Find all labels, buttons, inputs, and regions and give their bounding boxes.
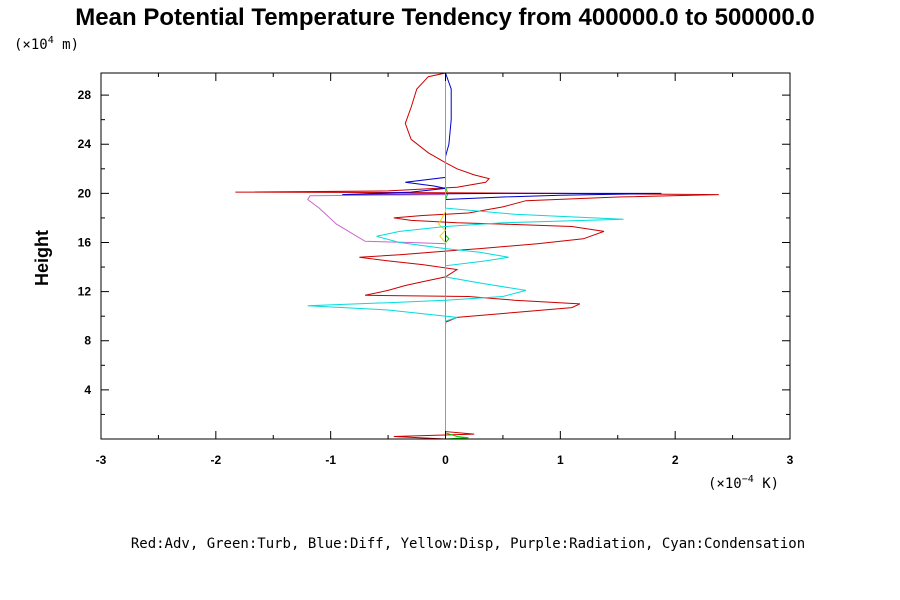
y-tick-label: 28 xyxy=(78,88,92,102)
x-tick-label: 1 xyxy=(557,453,564,467)
y-tick-label: 8 xyxy=(84,334,91,348)
series-line-adv xyxy=(235,72,719,440)
y-tick-label: 12 xyxy=(78,285,92,299)
chart-title: Mean Potential Temperature Tendency from… xyxy=(75,4,814,31)
legend-text: Red:Adv, Green:Turb, Blue:Diff, Yellow:D… xyxy=(131,536,805,552)
series-layer xyxy=(235,72,719,440)
series-line-radiation xyxy=(307,73,446,439)
series-line-disp xyxy=(437,73,447,439)
x-tick-label: 2 xyxy=(672,453,679,467)
x-tick-label: -1 xyxy=(325,453,336,467)
x-tick-label: -2 xyxy=(210,453,221,467)
x-tick-label: 0 xyxy=(442,453,449,467)
y-unit-label: (×104 m) xyxy=(14,35,79,53)
x-unit-label: (×10−4 K) xyxy=(708,474,779,492)
x-tick-label: -3 xyxy=(96,453,107,467)
y-tick-label: 20 xyxy=(78,186,92,200)
y-axis-label: Height xyxy=(32,230,52,286)
x-tick-label: 3 xyxy=(787,453,794,467)
series-line-condensation xyxy=(307,73,624,439)
y-tick-label: 16 xyxy=(78,235,92,249)
y-tick-label: 24 xyxy=(78,137,92,151)
series-line-turb xyxy=(445,73,469,440)
y-tick-label: 4 xyxy=(84,383,91,397)
